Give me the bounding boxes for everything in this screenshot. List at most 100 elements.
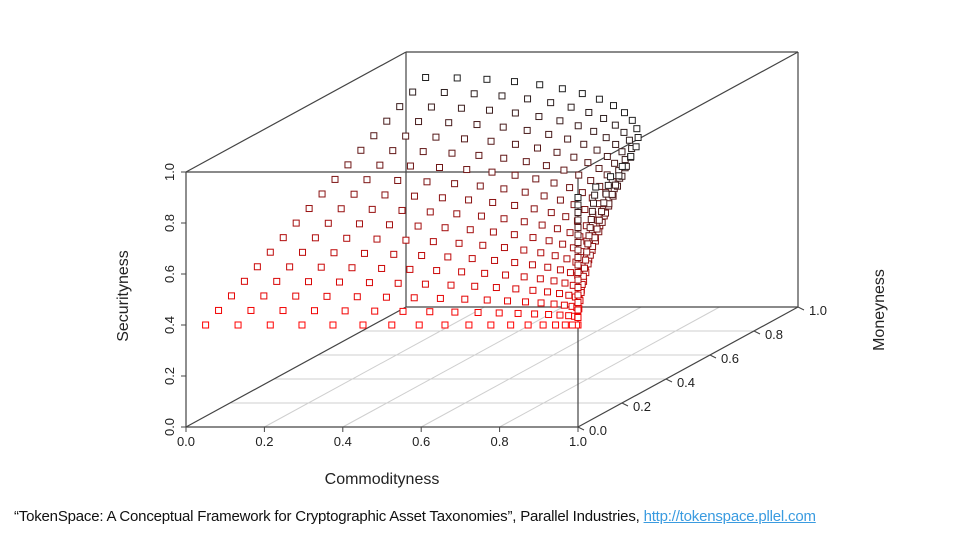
data-point	[566, 184, 574, 192]
data-point	[615, 172, 623, 180]
caption-text: “TokenSpace: A Conceptual Framework for …	[14, 508, 644, 525]
data-point	[620, 128, 628, 136]
data-point	[552, 321, 560, 329]
data-point	[574, 224, 582, 231]
data-point	[489, 198, 497, 206]
source-link[interactable]: http://tokenspace.pllel.com	[643, 508, 816, 525]
data-point	[227, 292, 235, 300]
data-point	[447, 281, 455, 289]
data-point	[524, 321, 532, 329]
data-point	[591, 234, 599, 242]
data-point	[625, 136, 633, 144]
data-point	[394, 176, 402, 184]
data-point	[578, 90, 586, 98]
data-point	[558, 85, 566, 93]
data-point	[521, 298, 529, 306]
data-point	[511, 201, 519, 209]
data-point	[463, 166, 471, 174]
data-point	[373, 235, 381, 243]
data-point	[460, 135, 468, 143]
data-point	[260, 292, 268, 300]
data-point	[415, 118, 423, 126]
y-tick-label: 0.2	[633, 399, 651, 414]
data-point	[520, 218, 528, 226]
data-point	[451, 308, 459, 316]
data-point	[331, 175, 339, 183]
data-point	[370, 132, 378, 140]
data-point	[595, 216, 603, 224]
data-point	[343, 234, 351, 242]
data-point	[253, 263, 261, 271]
data-point	[444, 253, 452, 261]
data-point	[240, 277, 248, 285]
data-point	[419, 148, 427, 156]
data-point	[574, 269, 582, 276]
data-point	[574, 216, 582, 224]
x-tick-label: 1.0	[569, 434, 587, 449]
data-point	[485, 106, 493, 114]
data-point	[612, 140, 620, 148]
z-tick-label: 0.8	[162, 214, 177, 232]
y-tick-mark	[797, 306, 805, 311]
data-point	[406, 265, 414, 273]
data-point	[247, 306, 255, 314]
data-point	[323, 292, 331, 300]
data-point	[590, 199, 598, 207]
data-point	[574, 284, 582, 291]
data-point	[574, 314, 582, 321]
z-tick-label: 0.6	[162, 265, 177, 283]
data-point	[415, 321, 423, 329]
data-point	[618, 162, 626, 170]
y-tick-label: 0.4	[677, 375, 695, 390]
data-point	[500, 215, 508, 223]
source-caption: “TokenSpace: A Conceptual Framework for …	[14, 508, 816, 525]
data-point	[523, 126, 531, 134]
data-point	[324, 219, 332, 227]
data-point	[584, 159, 592, 167]
data-point	[520, 273, 528, 281]
data-point	[587, 177, 595, 185]
data-point	[550, 277, 558, 285]
data-point	[565, 291, 573, 299]
data-point	[465, 196, 473, 204]
data-point	[566, 269, 574, 277]
data-point	[633, 125, 641, 133]
data-point	[535, 113, 543, 121]
data-point	[458, 268, 466, 276]
grid-line-x	[499, 306, 720, 428]
data-point	[532, 175, 540, 183]
data-point	[311, 234, 319, 242]
data-point	[504, 297, 512, 305]
data-point	[378, 264, 386, 272]
data-point	[475, 151, 483, 159]
data-point	[502, 271, 510, 279]
data-point	[488, 168, 496, 176]
data-point	[553, 148, 561, 156]
data-point	[574, 246, 582, 254]
data-point	[477, 212, 485, 220]
data-point	[234, 321, 242, 329]
y-tick-label: 0.8	[765, 327, 783, 342]
data-point	[583, 248, 591, 256]
x-tick-label: 0.2	[255, 434, 273, 449]
data-point	[550, 179, 558, 187]
data-point	[564, 135, 572, 143]
data-point	[448, 149, 456, 157]
data-point	[440, 88, 448, 96]
y-tick-mark	[577, 426, 585, 431]
data-point	[592, 183, 600, 191]
data-point	[545, 311, 553, 319]
data-point	[215, 306, 223, 314]
x-tick-label: 0.4	[334, 434, 352, 449]
data-point	[524, 95, 532, 103]
data-point	[445, 119, 453, 127]
data-point	[491, 256, 499, 264]
data-point	[574, 122, 582, 130]
data-point	[600, 114, 608, 122]
data-point	[563, 255, 571, 263]
data-point	[507, 321, 515, 329]
data-point	[530, 205, 538, 213]
data-point	[585, 232, 593, 240]
data-point	[544, 263, 552, 271]
data-point	[531, 310, 539, 318]
